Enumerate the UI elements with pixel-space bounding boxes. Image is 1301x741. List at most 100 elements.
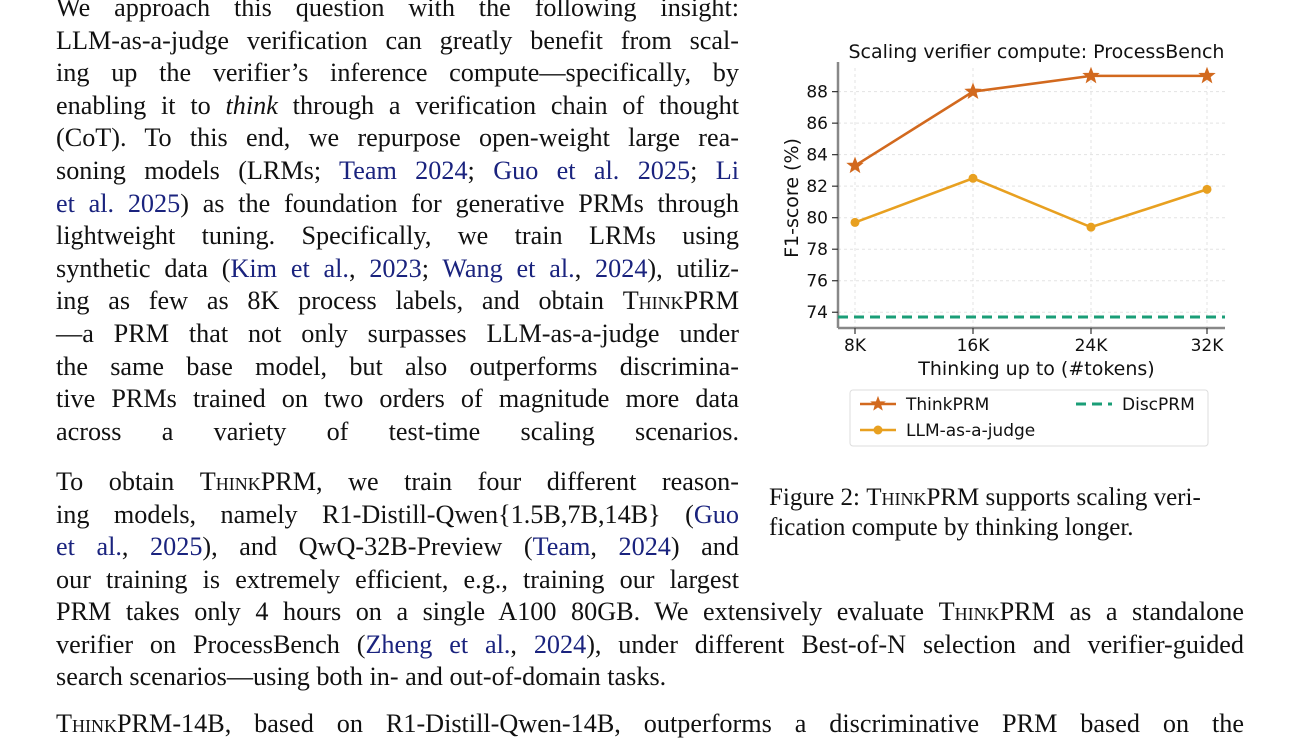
legend-label: DiscPRM <box>1122 395 1195 415</box>
emphasis: think <box>225 90 278 120</box>
y-tick-label: 88 <box>806 83 828 103</box>
series-line-llm-as-a-judge <box>854 176 1208 229</box>
citation-link[interactable]: 2024 <box>533 629 587 659</box>
text-run: lightweight tuning. Specifically, we tra… <box>56 221 739 251</box>
paragraph-2-continued: PRM takes only 4 hours on a single A100 … <box>56 596 1244 694</box>
text-line: soning models (LRMs; Team 2024; Guo et a… <box>56 155 739 188</box>
text-run: enabling it to <box>56 90 226 120</box>
data-point-star <box>846 156 864 174</box>
x-axis-label: Thinking up to (#tokens) <box>917 358 1154 380</box>
text-line: the same base model, but also outperform… <box>56 351 739 384</box>
text-run: the same base model, but also outperform… <box>56 351 739 381</box>
citation-link[interactable]: 2025 <box>150 532 203 562</box>
x-tick-label: 8K <box>844 336 867 356</box>
text-line: et al., 2025), and QwQ-32B-Preview (Team… <box>56 531 739 564</box>
citation-link[interactable]: 2024 <box>618 532 671 562</box>
text-line: lightweight tuning. Specifically, we tra… <box>56 220 739 253</box>
text-run: ; <box>467 155 494 185</box>
text-line: tive PRMs trained on two orders of magni… <box>56 383 739 416</box>
data-point-circle <box>850 217 860 227</box>
text-run: -14B, based on R1-Distill-Qwen-14B, outp… <box>172 709 1244 738</box>
text-run: search scenarios—using both in- and out-… <box>56 662 667 692</box>
x-tick-label: 32K <box>1191 336 1225 356</box>
text-run: synthetic data ( <box>56 253 231 283</box>
text-run: ing models, namely R1-Distill-Qwen{1.5B,… <box>56 499 694 529</box>
data-point-circle <box>1086 222 1096 232</box>
text-run: , <box>590 532 619 562</box>
citation-link[interactable]: Kim et al. <box>230 253 349 283</box>
text-run: We approach this question with the follo… <box>56 0 739 22</box>
y-axis-label: F1-score (%) <box>781 138 803 258</box>
text-line: search scenarios—using both in- and out-… <box>56 661 1244 694</box>
text-line: PRM takes only 4 hours on a single A100 … <box>56 596 1244 629</box>
text-run: To obtain <box>56 467 200 496</box>
caption-text: supports scaling veri-fication compute b… <box>769 484 1201 541</box>
text-run: PRM takes only 4 hours on a single A100 … <box>56 597 939 626</box>
text-line: our training is extremely efficient, e.g… <box>56 564 739 597</box>
paragraph-1: We approach this question with the follo… <box>56 0 739 448</box>
legend-label: LLM-as-a-judge <box>906 421 1035 441</box>
text-line: ing up the verifier’s inference compute—… <box>56 57 739 90</box>
citation-link[interactable]: Zheng et al. <box>365 629 511 659</box>
text-run: through a verification chain of thought <box>277 90 739 120</box>
text-run: , <box>121 532 151 562</box>
y-tick-label: 84 <box>806 146 828 166</box>
model-name: ThinkPRM <box>938 597 1055 626</box>
legend-box <box>849 389 1209 447</box>
line-chart: Scaling verifier compute: ProcessBench 74… <box>781 41 1225 447</box>
text-line: ing as few as 8K process labels, and obt… <box>56 285 739 318</box>
text-run: —a PRM that not only surpasses LLM-as-a-… <box>56 318 739 348</box>
citation-link[interactable]: et al. 2025 <box>56 188 181 218</box>
text-run: across a variety of test-time scaling sc… <box>56 416 739 446</box>
text-line: et al. 2025) as the foundation for gener… <box>56 188 739 221</box>
text-run: ) and <box>670 532 739 562</box>
y-tick-label: 78 <box>806 240 828 260</box>
citation-link[interactable]: Team 2024 <box>339 155 468 185</box>
text-run: LLM-as-a-judge verification can greatly … <box>56 25 739 55</box>
text-run: , <box>348 253 370 283</box>
text-line: ing models, namely R1-Distill-Qwen{1.5B,… <box>56 499 739 532</box>
data-point-circle <box>1202 184 1212 194</box>
text-line: synthetic data (Kim et al., 2023; Wang e… <box>56 253 739 286</box>
text-line: ThinkPRM-14B, based on R1-Distill-Qwen-1… <box>56 708 1244 741</box>
series-line-thinkprm <box>854 74 1207 167</box>
text-line: verifier on ProcessBench (Zheng et al., … <box>56 629 1244 662</box>
data-point-star <box>964 82 982 100</box>
text-line: LLM-as-a-judge verification can greatly … <box>56 25 739 58</box>
text-line: (CoT). To this end, we repurpose open-we… <box>56 122 739 155</box>
citation-link[interactable]: et al. <box>56 532 122 562</box>
caption-model-name: ThinkPRM <box>866 484 980 511</box>
citation-link[interactable]: Li <box>715 155 739 185</box>
citation-link[interactable]: Wang et al. <box>442 253 575 283</box>
data-point-star <box>1198 66 1216 84</box>
citation-link[interactable]: Guo <box>693 499 739 529</box>
text-run: , <box>510 629 534 659</box>
text-line: enabling it to think through a verificat… <box>56 90 739 123</box>
text-run: as a standalone <box>1054 597 1244 626</box>
text-run: ; <box>421 253 443 283</box>
caption-prefix: Figure 2: <box>769 484 867 511</box>
citation-link[interactable]: 2024 <box>595 253 648 283</box>
x-tick-label: 24K <box>1075 336 1109 356</box>
text-run: (CoT). To this end, we repurpose open-we… <box>56 123 739 153</box>
text-run: ; <box>690 155 716 185</box>
figure-2-chart: Scaling verifier compute: ProcessBench 74… <box>770 30 1260 455</box>
paragraph-2: To obtain ThinkPRM, we train four differ… <box>56 466 739 596</box>
chart-title: Scaling verifier compute: ProcessBench <box>849 41 1225 63</box>
text-run: ) as the foundation for generative PRMs … <box>180 188 739 218</box>
text-run: ing up the verifier’s inference compute—… <box>56 58 739 88</box>
legend-label: ThinkPRM <box>905 395 989 415</box>
citation-link[interactable]: 2023 <box>369 253 422 283</box>
x-tick-label: 16K <box>957 336 991 356</box>
data-point-circle <box>968 173 978 183</box>
model-name: ThinkPRM <box>199 467 317 496</box>
paragraph-3: ThinkPRM-14B, based on R1-Distill-Qwen-1… <box>56 708 1244 741</box>
text-run: , <box>574 253 596 283</box>
text-run: ), utiliz- <box>647 253 740 283</box>
citation-link[interactable]: Team <box>532 532 591 562</box>
model-name: ThinkPRM <box>56 709 173 738</box>
citation-link[interactable]: Guo et al. 2025 <box>493 155 691 185</box>
legend-star-marker <box>870 395 886 411</box>
y-tick-label: 74 <box>806 303 828 323</box>
y-tick-label: 86 <box>806 114 828 134</box>
